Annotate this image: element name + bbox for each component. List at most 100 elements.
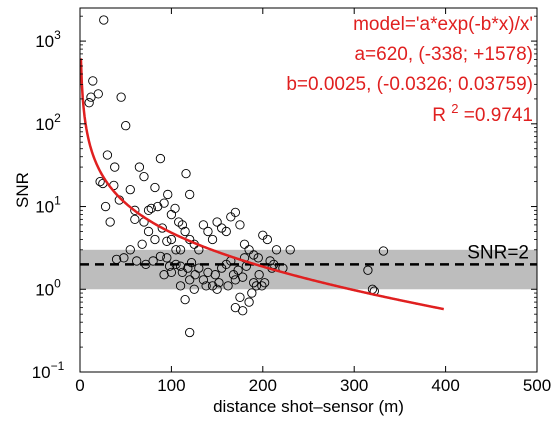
data-point [363,265,373,275]
data-point [185,327,195,338]
data-point [163,189,173,200]
data-point [121,121,131,131]
data-point [262,234,273,245]
data-point [105,217,115,227]
data-point [175,261,186,271]
fit-curve [79,58,445,311]
x-axis-label: distance shot–sensor (m) [213,397,404,416]
data-point [223,281,233,291]
data-point [99,15,109,25]
data-point [137,239,147,249]
data-point [247,288,257,298]
data-point [162,253,172,263]
data-point [130,214,140,225]
data-point [116,92,126,102]
data-point [143,226,154,237]
data-point [259,278,270,288]
data-point [159,198,169,208]
data-point [194,263,204,273]
data-point [239,239,250,249]
data-point [235,220,245,230]
data-point [230,207,241,218]
data-point [102,150,113,160]
data-point [235,292,245,302]
data-point [139,171,149,182]
data-point [207,234,218,245]
data-point [171,245,181,255]
data-point [203,267,213,278]
data-point [201,281,211,291]
data-point [159,270,169,280]
data-point [171,259,181,270]
r-squared-label: R 2 =0.9741 [432,97,533,126]
x-tick-label: 300 [340,376,368,395]
data-points-layer [84,15,389,338]
x-tick-label: 500 [523,376,551,395]
y-tick-label: 102 [35,111,61,134]
plot-frame-layer [79,7,538,373]
plot-frame [79,7,538,373]
data-point [233,265,243,275]
data-point [150,234,160,245]
data-point [186,257,197,268]
data-point [110,162,120,172]
data-point [257,281,267,291]
data-point [189,284,199,294]
data-point [134,162,145,172]
data-point [249,278,259,288]
data-point [210,270,220,280]
r-squared-value: =0.9741 [464,105,533,126]
data-point [212,284,222,294]
data-point [175,281,186,291]
data-point [226,212,236,222]
data-point [285,245,295,255]
data-point [251,281,262,291]
y-tick-label: 10−1 [32,359,65,382]
data-point [175,245,186,255]
data-point [253,253,263,263]
data-point [148,256,158,266]
data-point [125,185,135,195]
x-tick-label: 400 [431,376,459,395]
data-point [238,272,248,282]
data-point [271,245,282,255]
y-ticks-layer: 10−1 100 101 102 103 [32,15,537,382]
data-point [198,220,209,230]
model-formula-label: model='a*exp(-b*x)/x' [353,14,533,35]
y-tick-label: 100 [35,276,61,299]
x-tick-label: 100 [157,376,185,395]
data-point [170,203,180,214]
data-point [155,153,166,164]
x-tick-label: 0 [75,376,84,395]
data-point [181,168,191,179]
fit-curve-layer [79,58,445,311]
parameter-a-label: a=620, (-338; +1578) [354,44,533,65]
data-point [119,253,129,263]
y-axis-label: SNR [13,172,32,208]
data-point [185,275,195,285]
data-point [244,245,254,255]
parameter-b-label: b=0.0025, (-0.0326; 0.03759) [286,74,533,95]
y-tick-label: 103 [35,28,61,51]
r-squared-prefix: R [432,105,446,126]
data-point [130,205,140,215]
data-point [265,256,275,266]
data-point [100,201,111,212]
data-point [146,203,156,214]
x-tick-label: 200 [249,376,277,395]
r-squared-superscript: 2 [451,101,458,116]
data-point [125,245,135,255]
data-point [254,270,264,280]
data-point [162,236,172,246]
data-point [203,226,213,237]
data-point [180,226,190,237]
data-point [166,234,177,245]
data-point [166,209,177,220]
data-point [111,254,122,264]
data-point [185,189,195,200]
data-point [84,98,94,108]
data-point [378,246,389,256]
data-point [166,267,177,278]
data-point [212,217,222,227]
data-point [150,182,160,193]
